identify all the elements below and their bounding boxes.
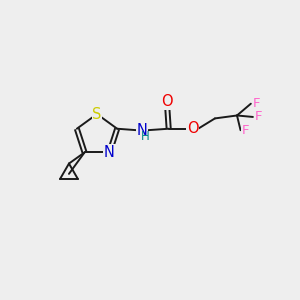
Text: O: O bbox=[161, 94, 173, 109]
Text: N: N bbox=[137, 123, 148, 138]
Text: S: S bbox=[92, 106, 102, 122]
Text: F: F bbox=[254, 110, 262, 123]
Text: N: N bbox=[104, 145, 115, 160]
Text: H: H bbox=[141, 130, 150, 143]
Text: F: F bbox=[252, 97, 260, 110]
Text: F: F bbox=[242, 124, 250, 137]
Text: O: O bbox=[187, 121, 199, 136]
